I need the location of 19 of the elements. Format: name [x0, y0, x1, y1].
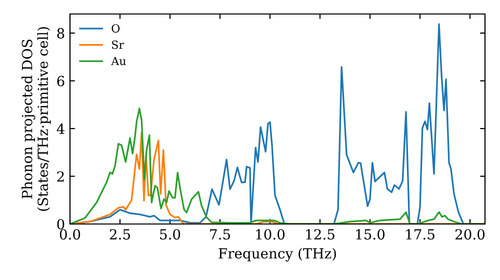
x-tick-label: 2.5 — [110, 229, 130, 240]
y-tick-label: 2 — [57, 171, 64, 182]
x-tick-label: 15.0 — [356, 229, 385, 240]
x-tick-label: 17.5 — [406, 229, 434, 240]
y-tick-label: 4 — [56, 124, 64, 134]
y-tick-label: 6 — [57, 76, 64, 86]
x-tick-label: 20.0 — [455, 229, 485, 240]
legend-label: O — [112, 24, 120, 33]
legend-label: Sr — [112, 40, 124, 49]
x-axis-title: Frequency (THz) — [218, 248, 336, 262]
x-tick-label: 5.0 — [160, 229, 180, 240]
x-tick-label: 12.5 — [306, 229, 334, 240]
y-tick-label: 0 — [57, 218, 64, 230]
x-tick-label: 10.0 — [256, 229, 285, 240]
y-axis-title: Phonon projected DOS (States/THz·primitive cell) — [22, 27, 51, 211]
x-tick-label: 0.0 — [60, 229, 80, 240]
legend-label: Au — [111, 56, 126, 66]
y-tick-label: 8 — [57, 28, 64, 39]
x-tick-label: 7.5 — [210, 229, 230, 240]
